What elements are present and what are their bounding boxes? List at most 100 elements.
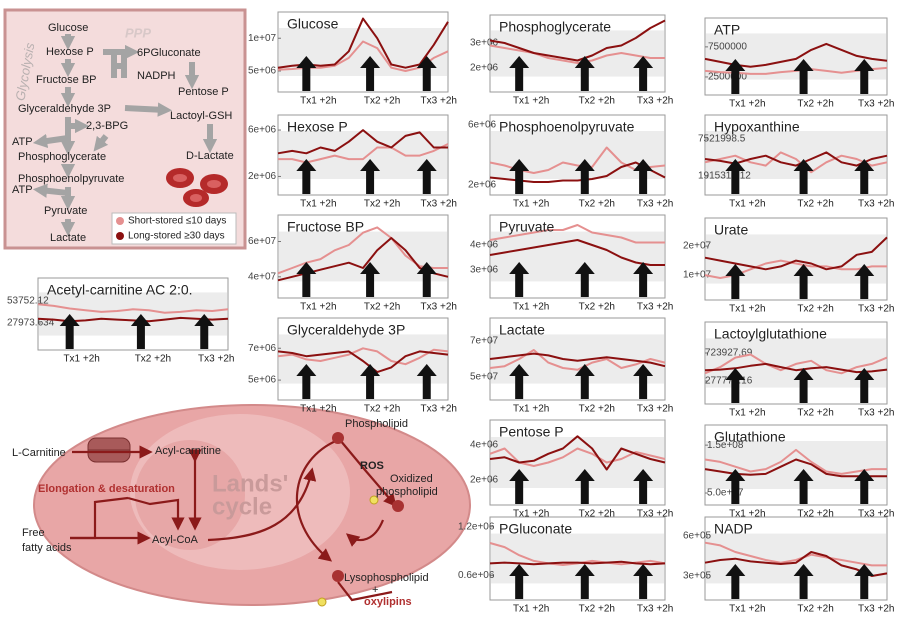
x-tick-arrow: [296, 159, 317, 194]
lipid-head: [332, 570, 344, 582]
legend-swatch: [116, 232, 124, 240]
series-line: [704, 448, 887, 475]
x-tick-label: Tx2 +2h: [797, 99, 833, 110]
x-tick-label: Tx1 +2h: [63, 354, 99, 365]
y-tick-label: 1.2e+06: [458, 521, 495, 532]
legend-label: Short-stored ≤10 days: [128, 216, 226, 227]
y-tick-label: 277779.16: [705, 376, 753, 387]
y-tick-label: 2e+07: [683, 241, 712, 252]
x-tick-arrow: [509, 469, 530, 504]
node-label: Hexose P: [46, 46, 94, 58]
x-tick-label: Tx3 +2h: [637, 509, 673, 520]
chart-panel: 7521998.5 1915318.12 Tx1 +2h Tx2 +2h Tx3 +2h…: [698, 114, 894, 210]
x-tick-label: Tx1 +2h: [513, 199, 549, 210]
x-tick-arrow: [725, 564, 746, 599]
x-tick-label: Tx2 +2h: [364, 302, 400, 313]
chart-panel: 1e+07 5e+06 Tx1 +2h Tx2 +2h Tx3 +2h Glucose: [248, 11, 457, 107]
x-tick-label: Tx1 +2h: [300, 199, 336, 210]
chart-title: Hypoxanthine: [714, 119, 800, 135]
y-tick-label: 1.5e+08: [707, 440, 744, 451]
y-tick-label: 3e+05: [683, 571, 712, 582]
series-line: [704, 541, 887, 567]
y-tick-label: 7e+06: [248, 343, 277, 354]
y-tick-label: 5.0e+07: [707, 488, 744, 499]
chart-panel: 3e+06 2e+06 Tx1 +2h Tx2 +2h Tx3 +2h Phosphogl…: [470, 14, 673, 107]
x-tick-label: Tx3 +2h: [858, 509, 894, 520]
chart-title: Fructose BP: [287, 219, 364, 235]
legend-swatch: [116, 217, 124, 225]
y-tick-label: 6e+05: [683, 531, 712, 542]
node-label: ATP: [12, 136, 33, 148]
x-tick-arrow: [194, 314, 215, 349]
x-tick-arrow: [574, 159, 595, 194]
chart-title: Hexose P: [287, 119, 348, 135]
y-tick-label: 6e+06: [468, 120, 497, 131]
x-tick-arrow: [360, 159, 381, 194]
chart-title: Pentose P: [499, 424, 564, 440]
x-tick-arrow: [854, 564, 875, 599]
x-tick-arrow: [574, 469, 595, 504]
node-label: ROS: [360, 460, 384, 472]
ros-spark: [317, 597, 327, 607]
cell-center: [207, 180, 221, 188]
arrow: [124, 102, 173, 117]
x-tick-arrow: [416, 159, 437, 194]
x-tick-arrow: [574, 56, 595, 91]
x-tick-arrow: [793, 564, 814, 599]
x-tick-label: Tx2 +2h: [579, 509, 615, 520]
y-tick-label: 3e+06: [470, 265, 499, 276]
cell-center: [173, 174, 187, 182]
y-tick-label: 7500000: [708, 42, 747, 53]
x-tick-arrow: [725, 368, 746, 403]
x-tick-arrow: [416, 56, 437, 91]
arrow: [93, 134, 109, 152]
node-label: 6PGluconate: [137, 47, 201, 59]
chart-panel: 1.2e+06 0.6e+06 Tx1 +2h Tx2 +2h Tx3 +2h PGluc…: [458, 516, 673, 615]
cycle-label: cycle: [212, 493, 272, 520]
node-label: Glucose: [48, 22, 88, 34]
y-tick-label: 5e+06: [248, 66, 277, 77]
x-tick-label: Tx2 +2h: [579, 199, 615, 210]
x-tick-label: Tx2 +2h: [797, 304, 833, 315]
node-label: Lactate: [50, 232, 86, 244]
legend-box: [111, 212, 237, 245]
y-tick-label: 2e+06: [468, 180, 497, 191]
node-label: Elongation & desaturation: [38, 483, 175, 495]
arrow: [32, 183, 69, 198]
chart-panel: 723927.69 277779.16 Tx1 +2h Tx2 +2h Tx3 +2h L…: [704, 321, 894, 419]
x-tick-label: Tx3 +2h: [198, 354, 234, 365]
x-tick-label: Tx1 +2h: [513, 404, 549, 415]
x-tick-label: Tx3 +2h: [858, 304, 894, 315]
x-tick-arrow: [130, 314, 151, 349]
chart-panel: 7e+07 5e+07 Tx1 +2h Tx2 +2h Tx3 +2h Lactate: [470, 317, 673, 415]
chart-panel: 2e+07 1e+07 Tx1 +2h Tx2 +2h Tx3 +2h Urate: [683, 217, 894, 315]
x-tick-arrow: [854, 368, 875, 403]
node-label: Pyruvate: [44, 205, 87, 217]
y-tick-label: 5e+07: [470, 372, 499, 383]
y-tick-label: 3e+06: [470, 38, 499, 49]
x-tick-label: Tx1 +2h: [729, 99, 765, 110]
lipid-head: [332, 432, 344, 444]
x-tick-arrow: [633, 469, 654, 504]
chart-title: Acetyl-carnitine AC 2:0.: [47, 282, 193, 298]
series-line: [277, 347, 449, 366]
x-tick-label: Tx3 +2h: [637, 96, 673, 107]
chart-title: PGluconate: [499, 521, 572, 537]
y-tick-label: 4e+06: [470, 440, 499, 451]
x-tick-arrow: [854, 469, 875, 504]
x-tick-label: Tx1 +2h: [300, 302, 336, 313]
node-label: phospholipid: [376, 486, 438, 498]
x-tick-label: Tx2 +2h: [579, 404, 615, 415]
arrow: [337, 581, 393, 602]
node-label: Acyl-carnitine: [155, 445, 221, 457]
x-tick-label: Tx2 +2h: [364, 199, 400, 210]
chart-title: Lactoylglutathione: [714, 326, 827, 342]
x-tick-arrow: [725, 59, 746, 94]
x-tick-arrow: [416, 262, 437, 297]
y-tick-label: 1915318.12: [698, 171, 751, 182]
chart-title: Glutathione: [714, 429, 786, 445]
node-label: Pentose P: [178, 86, 229, 98]
y-tick-label: 2e+06: [248, 171, 277, 182]
legend: Short-stored ≤10 days Long-stored ≥30 day…: [111, 212, 237, 245]
